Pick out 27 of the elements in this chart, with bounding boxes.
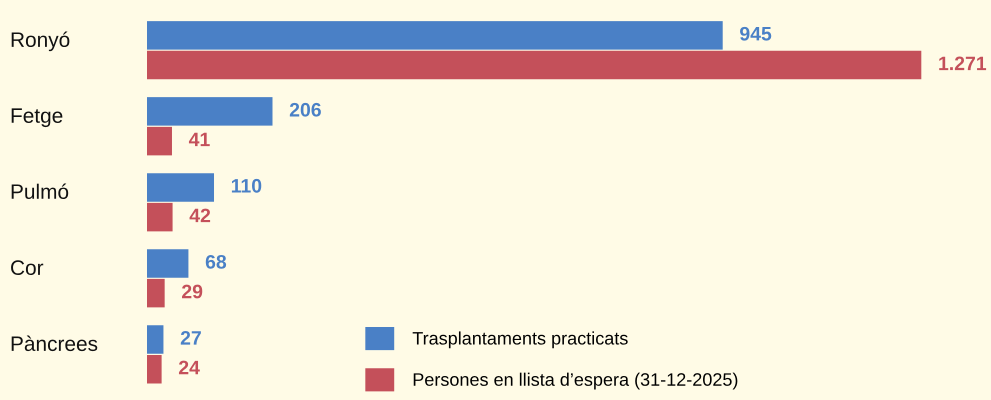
bar	[147, 325, 164, 354]
legend-label: Persones en llista d’espera (31-12-2025)	[414, 372, 738, 390]
bar	[147, 173, 214, 202]
data-label: 945	[740, 26, 772, 41]
bar	[147, 50, 922, 80]
data-label: 41	[188, 132, 210, 146]
bar	[147, 97, 272, 126]
y-tick-label: Pulmó	[12, 183, 68, 199]
legend-label: Trasplantaments practicats	[412, 331, 628, 348]
data-label: 1.271	[939, 56, 986, 70]
y-tick-label: Ronyó	[12, 31, 70, 52]
data-label: 27	[180, 331, 201, 345]
y-tick-label: Fetge	[12, 108, 62, 128]
bar	[147, 126, 172, 156]
data-label: 24	[178, 360, 200, 374]
data-label: 42	[190, 208, 210, 222]
bar	[147, 354, 162, 384]
y-tick-label: Cor	[11, 260, 44, 276]
data-label: 206	[290, 102, 321, 117]
data-label: 68	[206, 254, 226, 269]
data-label: 29	[182, 284, 202, 298]
bar	[147, 278, 165, 308]
data-label: 110	[232, 178, 262, 193]
bar	[147, 21, 723, 50]
bar	[147, 249, 188, 278]
bar	[147, 202, 173, 232]
y-tick-label: Pàncrees	[12, 336, 98, 352]
